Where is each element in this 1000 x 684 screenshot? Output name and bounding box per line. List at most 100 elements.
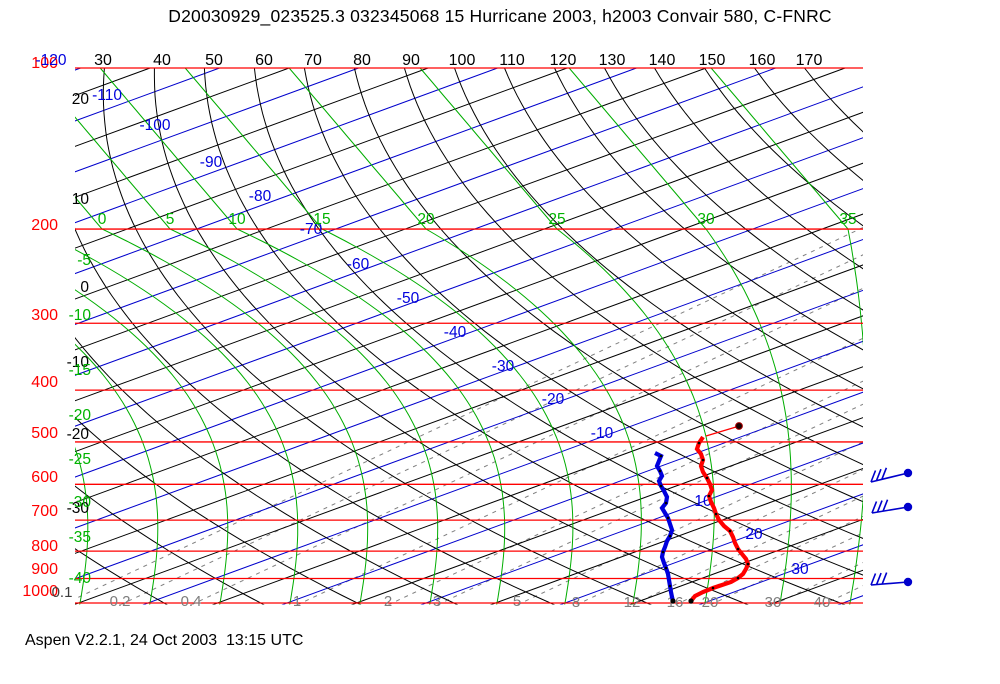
axis-label: 140 <box>649 52 676 69</box>
axis-label: -30 <box>492 358 515 375</box>
wind-barb <box>870 572 913 587</box>
wind-barb-station-dot <box>903 502 913 512</box>
moist-adiabat-left-labels: -5-10-15-20-25-30-35-40 <box>69 252 92 587</box>
wind-barb <box>870 467 913 483</box>
axis-label: -70 <box>300 221 323 238</box>
axis-label: -10 <box>67 354 90 371</box>
axis-label: 15 <box>313 211 330 228</box>
axis-label: 900 <box>31 561 58 578</box>
axis-label: -120 <box>35 52 66 69</box>
axis-label: 160 <box>749 52 776 69</box>
axis-label: -5 <box>77 252 91 269</box>
axis-label: -20 <box>67 426 90 443</box>
axis-label: -100 <box>139 117 170 134</box>
detached-point <box>705 422 743 437</box>
axis-label: 30 <box>94 52 112 69</box>
wind-barb-station-dot <box>903 468 913 478</box>
axis-label: -25 <box>69 451 91 468</box>
axis-label: 400 <box>31 374 58 391</box>
axis-label: 10 <box>72 191 90 208</box>
axis-label: -15 <box>69 362 91 379</box>
axis-label: 12 <box>624 594 641 611</box>
axis-label: 100 <box>449 52 476 69</box>
wind-barb-station-dot <box>903 577 913 587</box>
axis-label: 30 <box>791 561 809 578</box>
axis-label: -50 <box>397 290 420 307</box>
axis-label: -40 <box>69 570 92 587</box>
axis-label: -80 <box>249 188 272 205</box>
mixing-ratio-lines <box>75 226 863 605</box>
axis-label: -20 <box>542 391 565 408</box>
axis-label: 50 <box>205 52 223 69</box>
axis-label: 35 <box>839 211 856 228</box>
isotherm-labels: -120-110-100-90-80-70-60-50-40-30-20-101… <box>35 52 809 578</box>
axis-label: 170 <box>796 52 823 69</box>
axis-label: 800 <box>31 538 58 555</box>
dewpoint-trace <box>654 451 676 602</box>
top-axis-labels: 30 40 50 60 70 80 90 100 110 120 130 140 150 160 170 <box>94 52 822 69</box>
axis-label: 30 <box>697 211 715 228</box>
trace-data-points <box>658 441 750 604</box>
left-black-labels: 20 10 0 -10 -20 -30 <box>67 91 90 517</box>
axis-label: 30 <box>765 594 782 611</box>
axis-label: 110 <box>499 52 525 69</box>
axis-label: 5 <box>166 211 175 228</box>
axis-label: -10 <box>591 425 614 442</box>
axis-label: 500 <box>31 425 58 442</box>
axis-label: 40 <box>814 594 831 611</box>
axis-label: 0.1 <box>52 584 73 601</box>
wind-barb <box>871 499 913 514</box>
axis-label: 2 <box>384 593 392 610</box>
axis-label: 100 <box>31 55 58 72</box>
moist-adiabat-lines <box>75 67 863 605</box>
axis-label: 600 <box>31 469 58 486</box>
axis-label: 20 <box>417 211 435 228</box>
axis-label: 700 <box>31 503 58 520</box>
axis-label: 3 <box>433 593 441 610</box>
axis-label: 120 <box>550 52 577 69</box>
detached-data-point <box>735 422 743 430</box>
sounding-title: D20030929_023525.3 032345068 15 Hurrican… <box>168 6 832 26</box>
axis-label: 90 <box>402 52 420 69</box>
axis-label: 300 <box>31 307 58 324</box>
axis-label: 20 <box>745 526 763 543</box>
axis-label: -20 <box>69 407 92 424</box>
axis-label: 5 <box>513 593 521 610</box>
axis-label: -40 <box>444 324 467 341</box>
axis-label: 25 <box>548 211 565 228</box>
axis-label: 0.4 <box>181 593 202 610</box>
axis-label: 0.2 <box>110 593 131 610</box>
axis-label: 40 <box>153 52 171 69</box>
mixing-ratio-labels: 0.10.20.4123581216203040 <box>52 584 831 611</box>
axis-label: 130 <box>599 52 626 69</box>
dry-adiabat-lines <box>75 67 863 605</box>
axis-label: 0 <box>98 211 107 228</box>
axis-label: 0 <box>80 279 89 296</box>
isotherm-lines <box>75 67 863 605</box>
axis-label: -90 <box>200 154 223 171</box>
axis-label: 70 <box>304 52 322 69</box>
axis-label: -35 <box>69 529 91 546</box>
wind-barbs <box>870 467 913 587</box>
axis-label: -30 <box>67 500 90 517</box>
axis-label: 20 <box>702 594 719 611</box>
axis-label: 80 <box>353 52 371 69</box>
axis-label: 1000 <box>22 583 58 600</box>
axis-label: 1 <box>293 593 301 610</box>
axis-label: 200 <box>31 217 58 234</box>
axis-label: 8 <box>572 594 580 611</box>
temperature-trace <box>689 435 751 603</box>
axis-label: 10 <box>228 211 246 228</box>
axis-label: -10 <box>69 307 92 324</box>
moist-adiabat-labels-200mb: 0 5 10 15 20 25 30 35 <box>98 211 857 228</box>
axis-label: 60 <box>255 52 273 69</box>
axis-label: 150 <box>699 52 726 69</box>
axis-label: -110 <box>92 87 122 104</box>
axis-label: -30 <box>69 494 92 511</box>
axis-label: -60 <box>347 256 370 273</box>
axis-label: 20 <box>72 91 90 108</box>
app-version-timestamp: Aspen V2.2.1, 24 Oct 2003 13:15 UTC <box>25 632 304 649</box>
